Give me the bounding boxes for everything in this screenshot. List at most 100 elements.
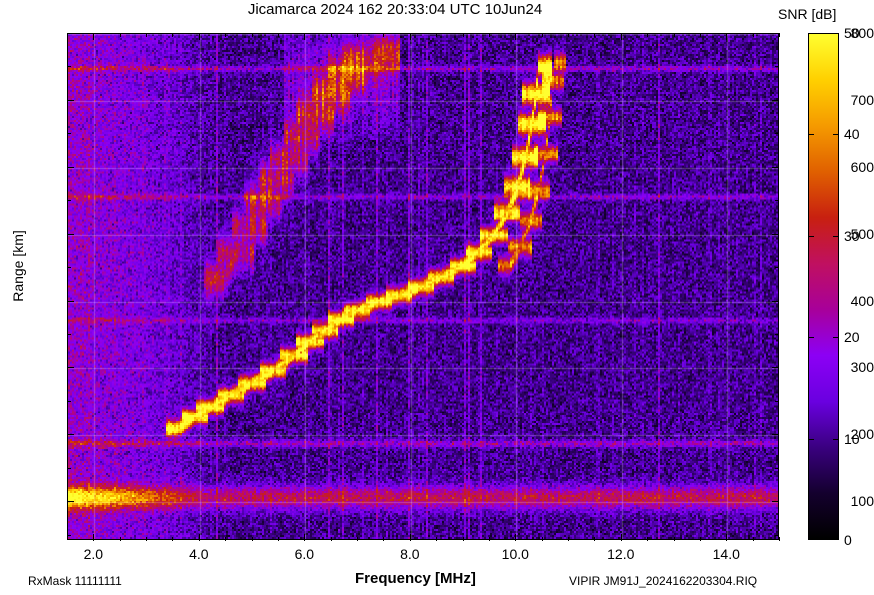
colorbar-tick-mark-right [833, 236, 839, 237]
x-tick-label: 10.0 [501, 546, 529, 562]
x-minor-tick-top [252, 33, 253, 37]
x-minor-tick-top [594, 33, 595, 37]
y-minor-tick [67, 334, 71, 335]
colorbar-tick-label: 20 [844, 329, 860, 346]
y-tick-label: 700 [850, 91, 874, 108]
x-minor-tick [120, 537, 121, 541]
x-tick-mark [199, 534, 200, 541]
x-minor-tick [700, 537, 701, 541]
x-tick-mark-top [93, 33, 94, 40]
x-minor-tick [779, 537, 780, 541]
x-minor-tick [252, 537, 253, 541]
x-minor-tick [331, 537, 332, 541]
x-tick-mark-top [726, 33, 727, 40]
x-tick-label: 12.0 [607, 546, 635, 562]
x-minor-tick-top [225, 33, 226, 37]
x-tick-label: 8.0 [400, 546, 420, 562]
y-tick-mark [67, 501, 74, 502]
x-minor-tick-top [331, 33, 332, 37]
x-minor-tick [542, 537, 543, 541]
x-minor-tick-top [779, 33, 780, 37]
y-tick-mark [67, 167, 74, 168]
x-tick-mark-top [621, 33, 622, 40]
x-tick-label: 14.0 [712, 546, 740, 562]
x-tick-mark [410, 534, 411, 541]
y-tick-label: 400 [850, 292, 874, 309]
x-minor-tick [383, 537, 384, 541]
colorbar-tick-mark [808, 236, 814, 237]
colorbar-gradient [809, 34, 838, 539]
y-tick-mark-right [772, 167, 779, 168]
x-minor-tick [436, 537, 437, 541]
x-minor-tick [278, 537, 279, 541]
x-minor-tick-top [357, 33, 358, 37]
colorbar-tick-label: 0 [844, 532, 852, 548]
colorbar-tick-mark-right [833, 337, 839, 338]
y-minor-tick [67, 200, 71, 201]
x-tick-mark-top [515, 33, 516, 40]
source-file-label: VIPIR JM91J_2024162203304.RIQ [569, 574, 758, 588]
x-minor-tick-top [146, 33, 147, 37]
colorbar-title: SNR [dB] [778, 6, 837, 22]
x-minor-tick-top [647, 33, 648, 37]
y-minor-tick-right [775, 468, 779, 469]
y-tick-mark-right [772, 367, 779, 368]
x-tick-mark-top [199, 33, 200, 40]
y-tick-mark-right [772, 301, 779, 302]
colorbar-tick-label: 30 [844, 227, 860, 244]
y-minor-tick-right [775, 133, 779, 134]
x-tick-mark [726, 534, 727, 541]
ionogram-gridlines [68, 34, 778, 539]
x-minor-tick [594, 537, 595, 541]
y-tick-mark-right [772, 33, 779, 34]
colorbar-tick-label: 10 [844, 430, 860, 447]
y-minor-tick [67, 66, 71, 67]
colorbar-tick-mark-right [833, 134, 839, 135]
x-minor-tick [489, 537, 490, 541]
y-tick-mark [67, 301, 74, 302]
colorbar-tick-mark [808, 134, 814, 135]
x-minor-tick-top [568, 33, 569, 37]
y-minor-tick-right [775, 200, 779, 201]
x-minor-tick [225, 537, 226, 541]
rxmask-label: RxMask 11111111 [28, 574, 122, 588]
x-tick-label: 6.0 [294, 546, 315, 562]
x-tick-mark [621, 534, 622, 541]
colorbar-tick-label: 50 [844, 25, 860, 41]
x-tick-mark-top [410, 33, 411, 40]
y-tick-mark [67, 434, 74, 435]
y-minor-tick-right [775, 334, 779, 335]
x-tick-mark [515, 534, 516, 541]
x-minor-tick-top [436, 33, 437, 37]
colorbar[interactable] [808, 33, 839, 540]
x-minor-tick [753, 537, 754, 541]
y-minor-tick-right [775, 267, 779, 268]
colorbar-tick-mark [808, 337, 814, 338]
y-axis-label: Range [km] [10, 230, 26, 302]
y-tick-label: 100 [850, 493, 874, 510]
x-minor-tick-top [383, 33, 384, 37]
x-tick-label: 4.0 [189, 546, 209, 562]
y-tick-mark-right [772, 100, 779, 101]
y-tick-label: 200 [850, 426, 874, 443]
x-minor-tick-top [753, 33, 754, 37]
y-tick-mark [67, 33, 74, 34]
y-tick-label: 600 [850, 158, 874, 175]
x-minor-tick-top [542, 33, 543, 37]
y-tick-mark-right [772, 234, 779, 235]
x-minor-tick-top [489, 33, 490, 37]
x-minor-tick [463, 537, 464, 541]
y-tick-mark-right [772, 501, 779, 502]
y-tick-label: 500 [850, 225, 874, 242]
ionogram-plot-area[interactable] [67, 33, 779, 540]
x-minor-tick-top [700, 33, 701, 37]
x-minor-tick-top [674, 33, 675, 37]
y-tick-mark [67, 367, 74, 368]
x-minor-tick [568, 537, 569, 541]
x-minor-tick-top [463, 33, 464, 37]
x-tick-mark [93, 534, 94, 541]
x-minor-tick [172, 537, 173, 541]
x-minor-tick [146, 537, 147, 541]
x-minor-tick [674, 537, 675, 541]
